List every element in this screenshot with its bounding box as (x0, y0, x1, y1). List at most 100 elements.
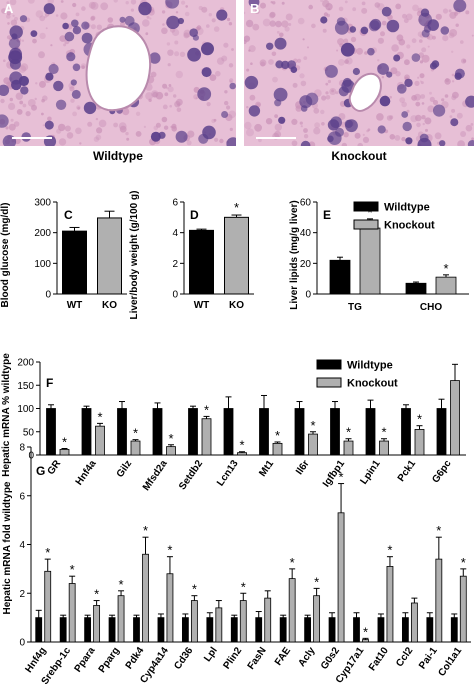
cytoplasm-speckle (403, 18, 409, 24)
nucleus (187, 47, 202, 62)
cytoplasm-speckle (22, 103, 27, 108)
cytoplasm-speckle (291, 118, 298, 125)
bar-Pdk4-wildtype (133, 617, 140, 643)
legend-label-wildtype: Wildtype (384, 202, 430, 214)
significance-marker: * (367, 205, 372, 220)
cytoplasm-speckle (39, 80, 46, 88)
cytoplasm-speckle (268, 12, 275, 19)
cytoplasm-speckle (325, 95, 331, 100)
cytoplasm-speckle (42, 95, 48, 101)
cytoplasm-speckle (410, 115, 418, 123)
bar-G0s2-wildtype (328, 617, 336, 643)
panel-letter: A (4, 1, 14, 16)
bar-Igfbp1-wildtype (330, 408, 340, 456)
bar-Acly-wildtype (304, 617, 312, 643)
cytoplasm-speckle (27, 99, 36, 107)
bar-Il6r-knockout (308, 433, 318, 456)
cytoplasm-speckle (442, 8, 449, 14)
cytoplasm-speckle (90, 16, 95, 21)
cytoplasm-speckle (258, 138, 262, 143)
x-tick-label: Cyp4a14 (138, 645, 171, 685)
cytoplasm-speckle (195, 97, 198, 100)
cytoplasm-speckle (421, 47, 427, 53)
nucleus (274, 37, 287, 50)
significance-marker: * (143, 523, 148, 538)
x-tick-label: Srebp-1c (40, 645, 74, 687)
histology-image-knockout: B (244, 0, 474, 146)
cytoplasm-speckle (41, 98, 45, 103)
y-tick-label: 8 (19, 443, 25, 454)
cytoplasm-speckle (260, 2, 266, 9)
cytoplasm-speckle (401, 136, 406, 142)
cytoplasm-speckle (228, 22, 233, 26)
nucleus (421, 29, 430, 38)
cytoplasm-speckle (231, 48, 234, 51)
cytoplasm-speckle (416, 122, 421, 128)
nucleus (393, 54, 401, 62)
cytoplasm-speckle (142, 19, 150, 27)
nucleus (66, 52, 76, 62)
cytoplasm-speckle (391, 44, 399, 52)
y-axis-label: Liver/body weight (g/100 g) (129, 191, 140, 320)
legend-label-knockout: Knockout (347, 378, 398, 390)
significance-marker: * (339, 470, 344, 485)
nucleus (287, 60, 297, 70)
cytoplasm-speckle (389, 134, 396, 140)
cytoplasm-speckle (50, 44, 53, 47)
y-tick-label: 0 (305, 290, 311, 301)
nucleus (48, 63, 59, 75)
bar-Pck1-knockout (414, 429, 425, 456)
nucleus (0, 114, 9, 128)
x-tick-label: CHO (420, 302, 442, 313)
nucleus (453, 0, 467, 13)
cytoplasm-speckle (35, 82, 38, 85)
bar-Mfsd2a-knockout (166, 446, 176, 456)
bar-FasN-knockout (264, 597, 272, 643)
cytoplasm-speckle (193, 94, 199, 100)
cytoplasm-speckle (77, 106, 81, 110)
cytoplasm-speckle (169, 104, 172, 108)
nucleus (197, 87, 212, 101)
significance-marker: * (62, 434, 67, 449)
cytoplasm-speckle (135, 111, 141, 117)
nucleus (411, 53, 421, 62)
bar-Ccl2-knockout (410, 602, 418, 643)
bar-Lpl-knockout (215, 607, 223, 643)
cytoplasm-speckle (27, 0, 35, 4)
cytoplasm-speckle (279, 32, 284, 38)
cytoplasm-speckle (248, 45, 256, 53)
y-tick-label: 100 (34, 259, 51, 270)
cytoplasm-speckle (327, 79, 331, 84)
bar-Pparg-wildtype (108, 617, 116, 643)
cytoplasm-speckle (424, 117, 432, 125)
y-tick-label: 300 (34, 198, 51, 209)
nucleus (433, 104, 446, 117)
cytoplasm-speckle (297, 58, 302, 63)
cytoplasm-speckle (161, 116, 168, 123)
bar-Col1a1-wildtype (450, 617, 458, 643)
cytoplasm-speckle (126, 137, 130, 141)
cytoplasm-speckle (179, 51, 186, 57)
y-tick-label: 2 (172, 259, 178, 270)
cytoplasm-speckle (425, 128, 428, 132)
bar-Fat10-knockout (386, 566, 394, 643)
legend-label-wildtype: Wildtype (347, 360, 393, 372)
cytoplasm-speckle (184, 11, 190, 17)
cytoplasm-speckle (336, 49, 339, 52)
bar-TG-knockout (359, 227, 381, 295)
nucleus (417, 137, 432, 146)
cytoplasm-speckle (148, 98, 152, 103)
cytoplasm-speckle (427, 105, 435, 113)
cytoplasm-speckle (451, 73, 455, 77)
bar-FasN-wildtype (255, 617, 263, 643)
cytoplasm-speckle (252, 23, 260, 31)
cytoplasm-speckle (172, 28, 180, 37)
y-tick-label: 6 (172, 198, 178, 209)
cytoplasm-speckle (60, 0, 64, 3)
cytoplasm-speckle (269, 11, 276, 18)
cytoplasm-speckle (303, 56, 308, 60)
nucleus (71, 19, 79, 28)
cytoplasm-speckle (276, 30, 280, 34)
cytoplasm-speckle (357, 142, 363, 146)
nucleus (150, 131, 161, 142)
